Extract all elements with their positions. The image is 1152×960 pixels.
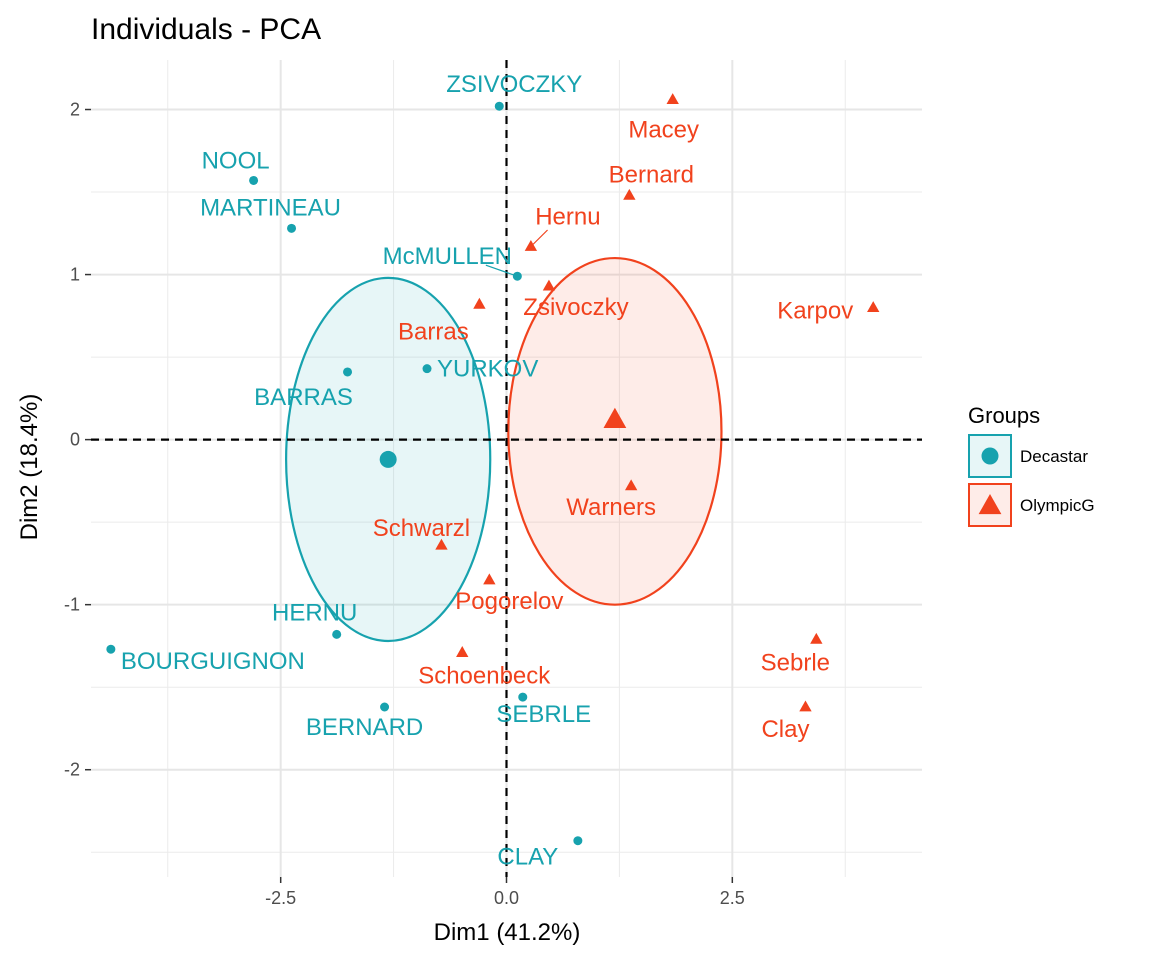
y-axis: -2 -1 0 1 2 — [64, 100, 91, 780]
confidence-ellipse-olympicg — [507, 256, 723, 606]
point-label-decastar-bourguignon: BOURGUIGNON — [121, 648, 305, 675]
point-olympicg-karpov — [867, 301, 880, 312]
point-label-decastar-mcmullen: McMULLEN — [383, 243, 512, 270]
point-label-olympicg-karpov: Karpov — [777, 298, 853, 325]
point-olympicg-schwarzl — [435, 538, 448, 550]
chart-title: Individuals - PCA — [91, 13, 321, 46]
legend-label-decastar: Decastar — [1020, 447, 1088, 466]
point-label-decastar-bernard: BERNARD — [306, 714, 423, 741]
point-decastar-barras — [343, 367, 353, 377]
point-decastar-clay — [573, 836, 583, 846]
y-tick-label: -1 — [64, 595, 80, 615]
point-label-decastar-zsivoczky: ZSIVOCZKY — [446, 71, 582, 98]
legend-marker-decastar — [981, 447, 999, 465]
point-decastar-nool — [249, 175, 259, 185]
centroid-decastar — [379, 450, 397, 468]
point-decastar-sebrle — [518, 692, 528, 702]
point-olympicg-clay — [799, 700, 812, 712]
point-decastar-bernard — [380, 702, 390, 712]
x-tick-label: 2.5 — [720, 888, 745, 908]
point-label-decastar-barras: BARRAS — [254, 384, 353, 411]
centroid-olympicg — [603, 407, 627, 428]
x-tick-label: 0.0 — [494, 888, 519, 908]
point-olympicg-bernard — [623, 188, 636, 200]
point-label-decastar-clay: CLAY — [497, 844, 558, 871]
point-label-decastar-yurkov: YURKOV — [437, 356, 538, 383]
x-axis-title: Dim1 (41.2%) — [434, 919, 581, 946]
point-decastar-bourguignon — [106, 644, 116, 654]
y-tick-label: 1 — [70, 265, 80, 285]
point-label-olympicg-zsivoczky: Zsivoczky — [523, 294, 628, 321]
label-leader-olympicg-hernu — [530, 229, 548, 247]
point-olympicg-hernu — [524, 240, 538, 251]
point-label-olympicg-hernu: Hernu — [535, 204, 600, 231]
point-olympicg-zsivoczky — [542, 279, 556, 291]
point-label-olympicg-warners: Warners — [566, 494, 656, 521]
point-label-olympicg-clay: Clay — [761, 716, 809, 743]
plot-panel: ZSIVOCZKY NOOL MARTINEAU McMULLEN YURKOV BARR… — [91, 60, 922, 877]
point-olympicg-macey — [666, 93, 679, 105]
point-label-decastar-nool: NOOL — [202, 147, 270, 174]
y-axis-title: Dim2 (18.4%) — [16, 394, 43, 541]
legend-title: Groups — [968, 403, 1040, 428]
legend-label-olympicg: OlympicG — [1020, 496, 1095, 515]
point-decastar-yurkov — [422, 364, 432, 374]
legend: Groups Decastar OlympicG — [968, 403, 1095, 527]
point-label-olympicg-schoenbeck: Schoenbeck — [418, 663, 551, 690]
point-label-decastar-hernu: HERNU — [272, 599, 357, 626]
point-label-decastar-martineau: MARTINEAU — [200, 194, 341, 221]
point-label-olympicg-schwarzl: Schwarzl — [373, 515, 470, 542]
point-decastar-hernu — [332, 629, 342, 639]
y-tick-label: -2 — [64, 760, 80, 780]
y-tick-label: 0 — [70, 430, 80, 450]
point-olympicg-warners — [624, 479, 638, 491]
point-decastar-martineau — [287, 223, 297, 233]
point-olympicg-sebrle — [810, 632, 823, 644]
point-olympicg-barras — [473, 297, 486, 309]
point-label-olympicg-sebrle: Sebrle — [761, 649, 830, 676]
point-label-olympicg-barras: Barras — [398, 318, 469, 345]
point-label-olympicg-bernard: Bernard — [609, 161, 694, 188]
point-label-olympicg-macey: Macey — [628, 117, 699, 144]
point-label-olympicg-pogorelov: Pogorelov — [455, 588, 563, 615]
point-label-decastar-sebrle: SEBRLE — [496, 701, 591, 728]
point-olympicg-schoenbeck — [456, 646, 469, 657]
legend-marker-olympicg — [978, 494, 1002, 515]
x-axis: -2.5 0.0 2.5 — [265, 877, 745, 908]
point-olympicg-pogorelov — [483, 573, 496, 585]
label-leader-decastar-mcmullen — [485, 264, 518, 277]
point-decastar-zsivoczky — [494, 101, 504, 111]
x-tick-label: -2.5 — [265, 888, 296, 908]
y-tick-label: 2 — [70, 100, 80, 120]
legend-key-decastar — [968, 434, 1012, 478]
